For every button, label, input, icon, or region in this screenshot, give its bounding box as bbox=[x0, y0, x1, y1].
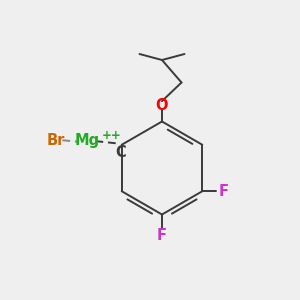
Text: Mg: Mg bbox=[75, 133, 100, 148]
Text: C: C bbox=[115, 145, 126, 160]
Text: O: O bbox=[156, 98, 168, 112]
Text: Br: Br bbox=[46, 133, 65, 148]
Text: F: F bbox=[218, 184, 228, 199]
Text: F: F bbox=[157, 228, 167, 243]
Text: ++: ++ bbox=[102, 129, 122, 142]
